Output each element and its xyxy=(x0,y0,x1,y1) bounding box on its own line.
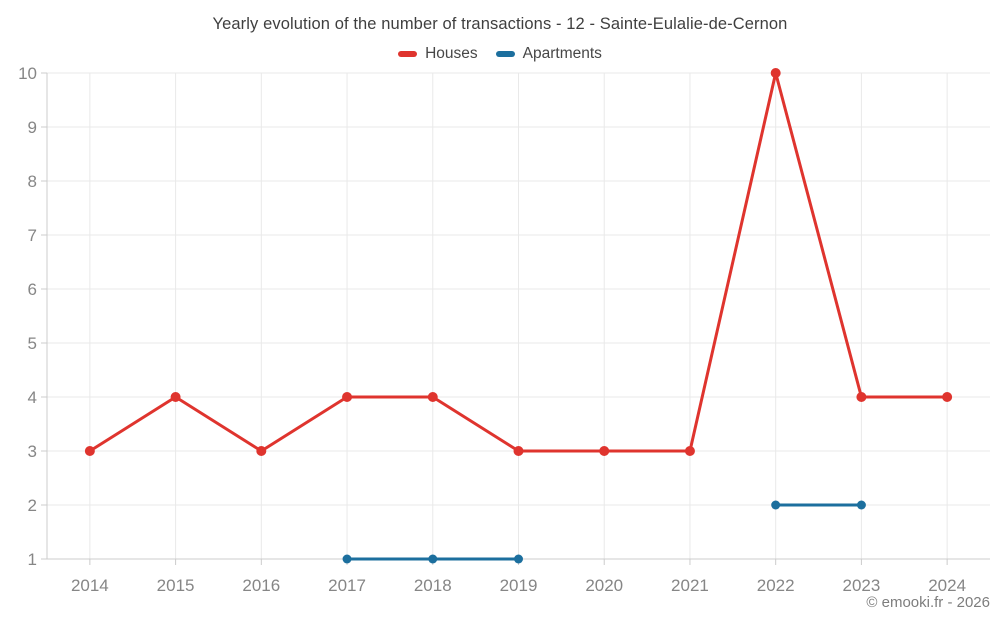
y-tick-label: 9 xyxy=(28,118,37,137)
y-tick-label: 7 xyxy=(28,226,37,245)
data-point-apartments-2019[interactable] xyxy=(514,554,523,564)
data-point-houses-2015[interactable] xyxy=(170,392,181,402)
y-tick-label: 8 xyxy=(28,172,37,191)
legend-label: Houses xyxy=(425,45,478,62)
data-point-apartments-2017[interactable] xyxy=(342,554,352,564)
legend-swatch-houses xyxy=(398,51,418,57)
x-tick-label: 2023 xyxy=(842,576,880,595)
x-tick-label: 2024 xyxy=(928,576,966,595)
x-tick-label: 2019 xyxy=(500,576,538,595)
data-point-apartments-2022[interactable] xyxy=(771,500,781,510)
data-point-houses-2021[interactable] xyxy=(684,446,695,456)
y-tick-label: 6 xyxy=(28,280,37,299)
data-point-houses-2019[interactable] xyxy=(513,446,524,456)
x-tick-label: 2020 xyxy=(585,576,623,595)
data-point-houses-2018[interactable] xyxy=(427,392,438,402)
x-tick-label: 2017 xyxy=(328,576,366,595)
legend: Houses Apartments xyxy=(0,45,1000,63)
data-point-houses-2022[interactable] xyxy=(770,68,781,78)
x-tick-label: 2015 xyxy=(157,576,195,595)
x-tick-label: 2016 xyxy=(242,576,280,595)
data-point-houses-2017[interactable] xyxy=(342,392,353,402)
data-point-apartments-2023[interactable] xyxy=(856,500,866,510)
y-tick-label: 4 xyxy=(28,388,37,407)
footer-credit: © emooki.fr - 2026 xyxy=(866,594,990,611)
x-tick-label: 2022 xyxy=(757,576,795,595)
y-tick-label: 2 xyxy=(28,496,37,515)
data-point-apartments-2018[interactable] xyxy=(428,554,438,564)
y-tick-label: 3 xyxy=(28,442,37,461)
data-point-houses-2016[interactable] xyxy=(256,446,267,456)
x-tick-label: 2014 xyxy=(71,576,109,595)
y-tick-label: 5 xyxy=(28,334,37,353)
legend-item-houses[interactable]: Houses xyxy=(398,45,478,63)
legend-item-apartments[interactable]: Apartments xyxy=(495,45,602,63)
legend-swatch-apartments xyxy=(495,51,515,57)
chart-title: Yearly evolution of the number of transa… xyxy=(212,15,788,33)
data-point-houses-2024[interactable] xyxy=(942,392,953,402)
legend-label: Apartments xyxy=(522,45,602,62)
y-tick-label: 1 xyxy=(28,550,37,569)
x-tick-label: 2018 xyxy=(414,576,452,595)
data-point-houses-2014[interactable] xyxy=(84,446,95,456)
data-point-houses-2020[interactable] xyxy=(599,446,610,456)
y-tick-label: 10 xyxy=(18,64,37,83)
x-tick-label: 2021 xyxy=(671,576,709,595)
data-point-houses-2023[interactable] xyxy=(856,392,867,402)
